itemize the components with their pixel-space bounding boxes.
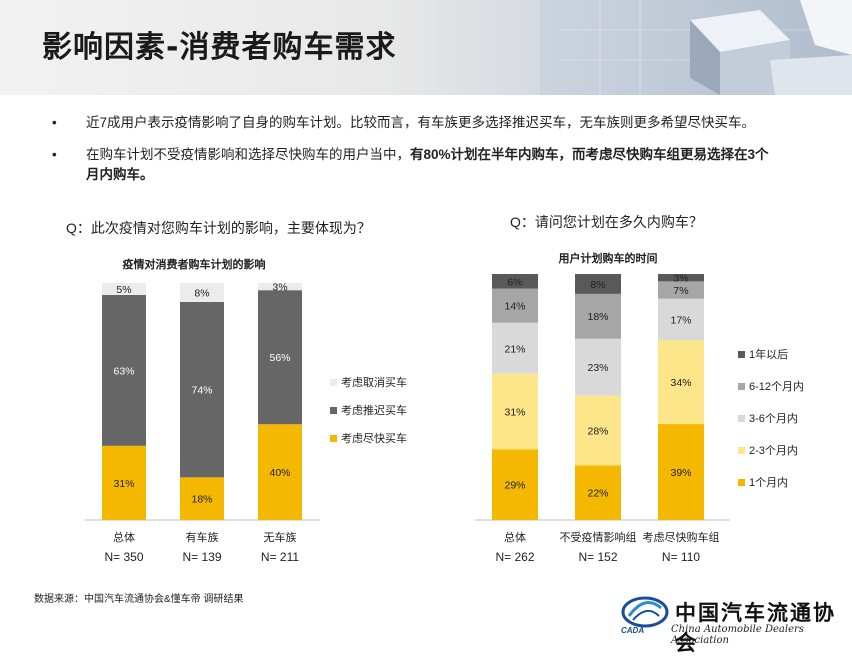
bar-segment — [658, 281, 704, 299]
bar-segment — [492, 449, 538, 520]
bar-segment — [658, 298, 704, 341]
chart-consumer-impact: 疫情对消费者购车计划的影响 31% 63% 5% 总体 N= 350 18% 74% 8% 有车族… — [85, 257, 407, 564]
bar-segment — [258, 283, 302, 291]
bar-value-label: 18% — [191, 494, 212, 506]
legend-label: 3-6个月内 — [749, 411, 798, 425]
bullet-item: • 在购车计划不受疫情影响和选择尽快购车的用户当中，有80%计划在半年内购车，而… — [40, 145, 776, 185]
legend-label: 1个月内 — [749, 475, 788, 489]
bar-segment — [492, 274, 538, 289]
chart-title: 用户计划购车的时间 — [559, 251, 658, 265]
category-label: 总体 — [504, 530, 526, 544]
bar-segment — [492, 288, 538, 323]
bar-value-label: 56% — [269, 352, 290, 364]
bar-value-label: 28% — [587, 426, 608, 438]
legend-swatch — [738, 447, 745, 454]
chart-title: 疫情对消费者购车计划的影响 — [123, 257, 266, 271]
sample-size-label: N= 350 — [104, 550, 143, 564]
legend-swatch — [738, 415, 745, 422]
bar-segment — [658, 274, 704, 282]
bar-segment — [658, 424, 704, 520]
bar-segment — [575, 465, 621, 520]
bar-segment — [180, 301, 224, 478]
bar-value-label: 18% — [587, 311, 608, 323]
bar-value-label: 3% — [673, 273, 688, 285]
bar-segment — [102, 283, 146, 295]
bar-value-label: 31% — [113, 478, 134, 490]
bar-segment — [575, 274, 621, 294]
sample-size-label: N= 110 — [662, 550, 700, 564]
bar-segment — [575, 338, 621, 396]
question-right: Q：请问您计划在多久内购车？ — [510, 214, 703, 230]
category-label: 总体 — [113, 530, 135, 544]
legend-swatch — [738, 479, 745, 486]
bar-value-label: 22% — [587, 488, 608, 500]
bar-value-label: 29% — [504, 480, 525, 492]
legend-label: 考虑推迟买车 — [341, 403, 407, 417]
sample-size-label: N= 262 — [495, 550, 534, 564]
chart-purchase-timing: 用户计划购车的时间 29% 31% 21% 14% 6% 总体 N= 262 22% 28% 23%… — [475, 251, 804, 564]
bar-segment — [258, 290, 302, 425]
bar-value-label: 14% — [504, 301, 525, 313]
legend-swatch — [330, 435, 337, 442]
bullet-item: • 近7成用户表示疫情影响了自身的购车计划。比较而言，有车族更多选择推迟买车，无… — [40, 113, 830, 133]
category-label: 不受疫情影响组 — [560, 530, 637, 544]
logo-abbr: CADA — [621, 626, 645, 635]
bar-segment — [658, 340, 704, 425]
bar-value-label: 74% — [191, 385, 212, 397]
bar-segment — [492, 322, 538, 374]
bar-value-label: 21% — [504, 343, 525, 355]
bullet-text: 近7成用户表示疫情影响了自身的购车计划。比较而言，有车族更多选择推迟买车，无车族… — [86, 115, 756, 130]
cada-logo: CADA 中国汽车流通协会 China Automobile Dealers A… — [615, 590, 852, 655]
bar-segment — [492, 373, 538, 450]
category-label: 无车族 — [264, 530, 297, 544]
legend-swatch — [330, 407, 337, 414]
bullet-list: • 近7成用户表示疫情影响了自身的购车计划。比较而言，有车族更多选择推迟买车，无… — [40, 113, 830, 197]
legend-label: 考虑尽快买车 — [341, 431, 407, 445]
bar-value-label: 5% — [116, 284, 131, 296]
question-left: Q：此次疫情对您购车计划的影响，主要体现为？ — [66, 220, 371, 236]
legend-swatch — [330, 379, 337, 386]
bullet-text: 在购车计划不受疫情影响和选择尽快购车的用户当中， — [86, 147, 410, 162]
bar-segment — [102, 445, 146, 520]
data-source-note: 数据来源：中国汽车流通协会&懂车帝 调研结果 — [34, 594, 244, 605]
bullet-dot: • — [52, 147, 57, 162]
category-label: 考虑尽快购车组 — [643, 530, 720, 544]
bar-segment — [258, 424, 302, 520]
logo-name-en: China Automobile Dealers Association — [671, 624, 804, 646]
category-label: 有车族 — [186, 530, 219, 544]
legend-label: 考虑取消买车 — [341, 375, 407, 389]
bar-segment — [180, 283, 224, 302]
bar-value-label: 39% — [670, 467, 691, 479]
bar-value-label: 8% — [590, 279, 605, 291]
bar-value-label: 34% — [670, 377, 691, 389]
bar-segment — [575, 293, 621, 339]
legend-label: 2-3个月内 — [749, 443, 798, 457]
bar-segment — [575, 395, 621, 466]
decorative-cubes-image — [540, 0, 852, 95]
bar-value-label: 17% — [670, 315, 691, 327]
bar-value-label: 40% — [269, 467, 290, 479]
legend-label: 6-12个月内 — [749, 379, 804, 393]
legend-swatch — [738, 351, 745, 358]
cada-emblem-icon — [621, 596, 669, 628]
bar-value-label: 6% — [507, 276, 522, 288]
bar-segment — [102, 294, 146, 446]
bar-value-label: 31% — [504, 407, 525, 419]
page-title: 影响因素-消费者购车需求 — [42, 30, 397, 65]
bar-value-label: 23% — [587, 362, 608, 374]
bar-value-label: 3% — [272, 282, 287, 294]
bar-value-label: 63% — [113, 365, 134, 377]
bullet-text-bold: 有80%计划在半年内购车，而考虑尽快购车组更易选择在3个月内购车。 — [86, 147, 769, 182]
sample-size-label: N= 139 — [182, 550, 221, 564]
legend-label: 1年以后 — [749, 347, 788, 361]
bar-value-label: 7% — [673, 285, 688, 297]
legend-swatch — [738, 383, 745, 390]
bar-segment — [180, 477, 224, 520]
sample-size-label: N= 152 — [578, 550, 617, 564]
bullet-dot: • — [52, 115, 57, 130]
header-banner: 影响因素-消费者购车需求 — [0, 0, 852, 95]
sample-size-label: N= 211 — [261, 550, 299, 564]
bar-value-label: 8% — [194, 287, 209, 299]
